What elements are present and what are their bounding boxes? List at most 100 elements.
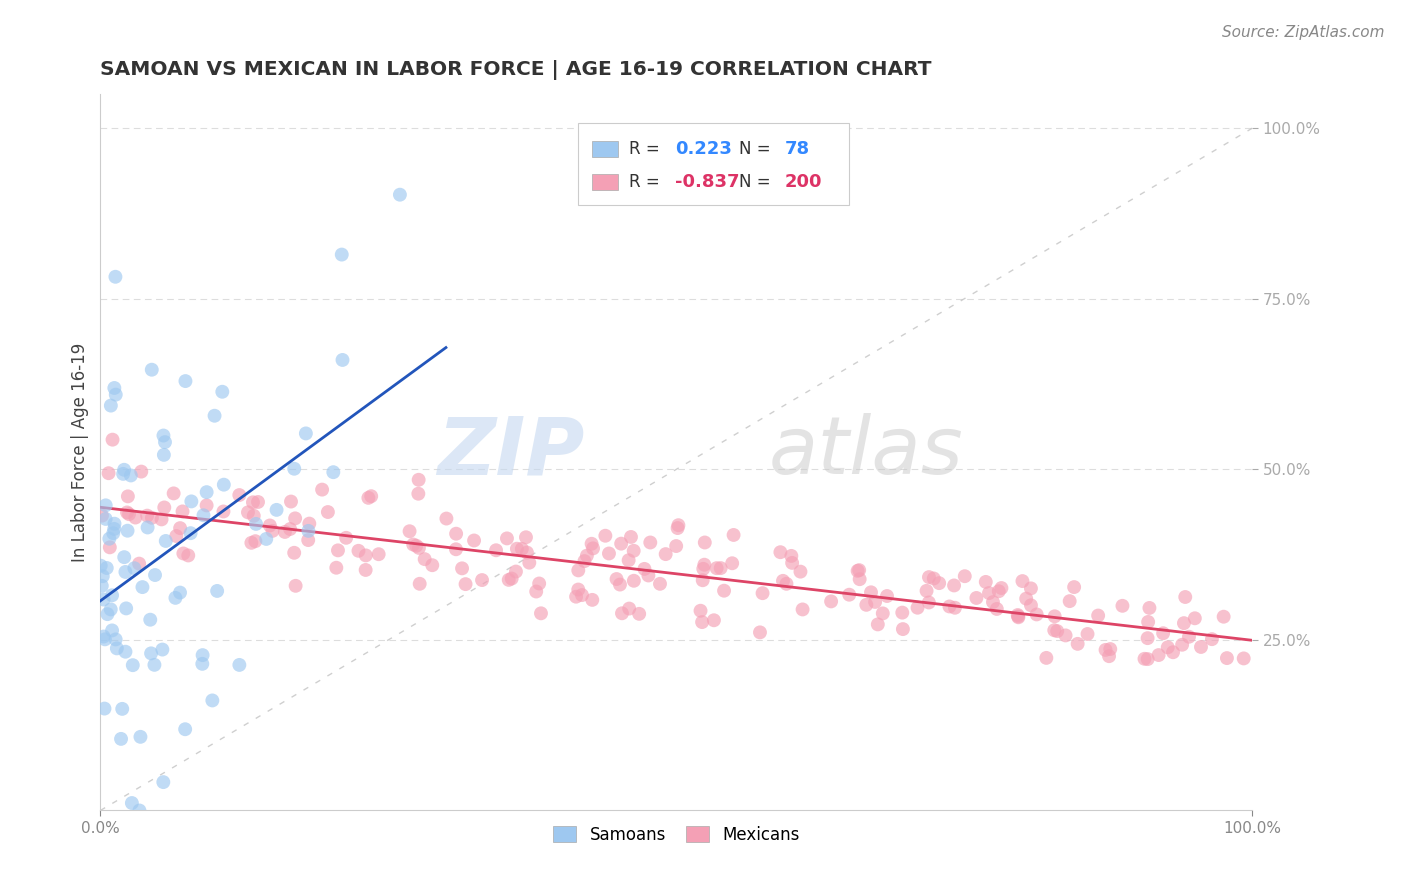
Point: [153, 500, 176, 515]
Point: [1043, 609, 1066, 624]
Text: N =: N =: [738, 140, 775, 158]
Text: 0.223: 0.223: [675, 140, 733, 158]
Point: [193, 508, 215, 523]
Point: [335, 531, 357, 545]
Point: [751, 586, 773, 600]
Point: [918, 570, 941, 584]
Point: [90, 579, 112, 593]
Point: [398, 524, 420, 539]
Point: [274, 524, 297, 539]
Point: [581, 537, 603, 551]
Point: [1136, 631, 1159, 645]
Point: [527, 576, 550, 591]
Point: [574, 554, 596, 568]
Point: [706, 561, 728, 575]
Point: [1011, 574, 1033, 588]
Point: [463, 533, 485, 548]
Point: [943, 578, 966, 592]
Point: [112, 463, 135, 477]
Point: [90, 558, 112, 573]
Point: [191, 648, 214, 662]
Point: [1035, 651, 1057, 665]
Point: [1059, 594, 1081, 608]
Point: [846, 564, 869, 578]
Point: [692, 562, 714, 576]
Point: [872, 607, 894, 621]
Point: [943, 600, 966, 615]
Point: [103, 526, 125, 541]
Point: [780, 556, 803, 570]
Point: [571, 588, 593, 602]
Point: [690, 615, 713, 629]
Point: [1161, 645, 1184, 659]
Point: [101, 433, 124, 447]
Text: R =: R =: [628, 173, 665, 191]
Point: [977, 586, 1000, 600]
Point: [94, 499, 117, 513]
Point: [1201, 632, 1223, 647]
Point: [360, 489, 382, 503]
Point: [713, 583, 735, 598]
Point: [789, 565, 811, 579]
Point: [623, 543, 645, 558]
Point: [124, 510, 146, 524]
Point: [322, 465, 344, 479]
Point: [619, 601, 641, 615]
Point: [918, 595, 941, 609]
FancyBboxPatch shape: [578, 123, 849, 205]
Point: [143, 657, 166, 672]
Point: [91, 569, 114, 583]
Point: [172, 504, 194, 518]
Point: [1136, 652, 1159, 666]
Point: [1094, 643, 1116, 657]
Point: [648, 576, 671, 591]
Point: [1212, 609, 1234, 624]
Point: [620, 530, 643, 544]
Point: [93, 701, 115, 715]
Point: [628, 607, 651, 621]
Point: [863, 595, 886, 609]
Point: [1015, 591, 1038, 606]
Point: [1137, 615, 1160, 629]
Point: [987, 584, 1010, 599]
Point: [162, 486, 184, 500]
Point: [721, 556, 744, 570]
Point: [610, 607, 633, 621]
Point: [259, 518, 281, 533]
Point: [769, 545, 792, 559]
Point: [953, 569, 976, 583]
Point: [150, 642, 173, 657]
Point: [693, 558, 716, 572]
Point: [326, 543, 349, 558]
Point: [866, 617, 889, 632]
Point: [1066, 637, 1088, 651]
Point: [859, 585, 882, 599]
Point: [1189, 640, 1212, 654]
Point: [169, 585, 191, 599]
Point: [262, 524, 284, 538]
Point: [444, 526, 467, 541]
Point: [408, 473, 430, 487]
Point: [420, 558, 443, 573]
Point: [915, 583, 938, 598]
Point: [496, 532, 519, 546]
Legend: Samoans, Mexicans: Samoans, Mexicans: [544, 818, 808, 853]
Point: [907, 600, 929, 615]
Point: [254, 532, 277, 546]
Point: [990, 581, 1012, 595]
Point: [640, 535, 662, 549]
Y-axis label: In Labor Force | Age 16-19: In Labor Force | Age 16-19: [72, 343, 89, 562]
Point: [689, 604, 711, 618]
Point: [204, 409, 226, 423]
Point: [283, 461, 305, 475]
Point: [101, 588, 124, 602]
Point: [451, 561, 474, 575]
Point: [97, 466, 120, 480]
Point: [100, 399, 122, 413]
Text: Source: ZipAtlas.com: Source: ZipAtlas.com: [1222, 25, 1385, 40]
Point: [1111, 599, 1133, 613]
Point: [295, 426, 318, 441]
Point: [848, 572, 870, 586]
Point: [654, 547, 676, 561]
Point: [1046, 624, 1069, 638]
